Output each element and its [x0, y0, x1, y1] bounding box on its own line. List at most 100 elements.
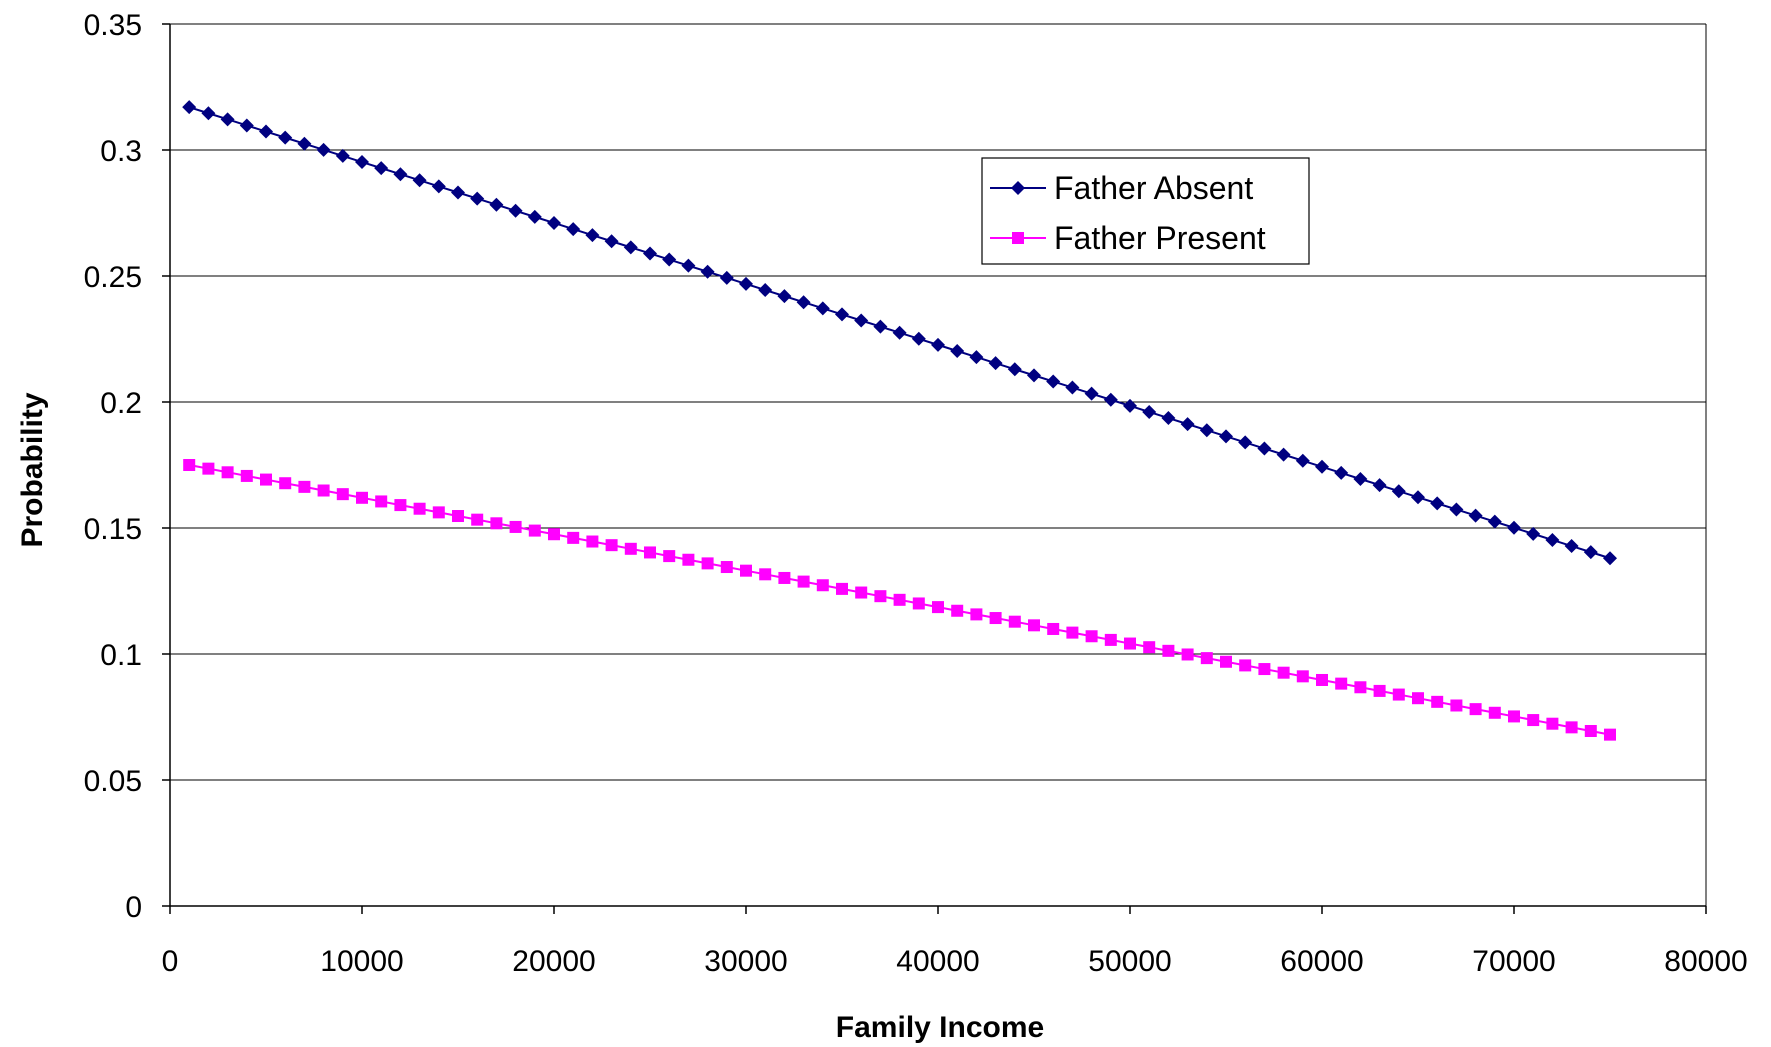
data-point: [201, 106, 216, 121]
data-point: [1564, 539, 1579, 554]
data-point: [893, 593, 906, 606]
data-point: [1007, 362, 1022, 377]
data-point: [1603, 551, 1617, 566]
x-tick-label: 10000: [320, 945, 403, 978]
data-point: [1104, 633, 1117, 646]
data-point: [316, 142, 331, 157]
data-point: [566, 222, 581, 237]
x-tick-label: 60000: [1280, 945, 1363, 978]
data-point: [740, 564, 752, 577]
series-father-present: [183, 459, 1616, 741]
y-tick-label: 0.05: [84, 765, 142, 798]
data-point: [278, 130, 293, 145]
axes: [162, 23, 1707, 914]
y-axis-title: Probability: [16, 392, 49, 547]
data-point: [1277, 666, 1290, 679]
data-point: [393, 167, 408, 182]
data-point: [932, 601, 944, 614]
data-point: [855, 586, 868, 599]
data-point: [356, 491, 368, 504]
data-point: [489, 197, 504, 212]
data-point: [355, 155, 369, 170]
data-point: [1161, 411, 1176, 426]
data-point: [1565, 721, 1578, 734]
y-tick-label: 0: [125, 891, 142, 924]
data-point: [1372, 478, 1387, 493]
data-point: [431, 179, 446, 194]
data-point: [508, 203, 523, 218]
data-point: [1258, 663, 1271, 676]
legend-item: Father Present: [990, 220, 1266, 256]
data-point: [1392, 688, 1405, 701]
data-point: [1545, 532, 1560, 547]
data-point: [970, 608, 983, 621]
x-axis-title: Family Income: [836, 1011, 1044, 1044]
data-point: [547, 215, 561, 230]
data-point: [700, 264, 715, 279]
data-point: [1085, 630, 1098, 643]
data-point: [969, 350, 984, 365]
data-point: [1181, 648, 1194, 661]
data-point: [836, 582, 848, 595]
data-point: [1008, 615, 1021, 628]
data-point: [394, 499, 407, 512]
data-point: [1431, 695, 1444, 708]
data-point: [739, 276, 753, 291]
data-point: [1220, 655, 1232, 668]
data-point: [720, 561, 733, 574]
data-point: [912, 597, 925, 610]
data-point: [989, 612, 1002, 625]
data-point: [1143, 641, 1156, 654]
data-point: [1162, 644, 1175, 657]
data-point: [1450, 699, 1463, 712]
x-tick-labels: 0 10000 20000 30000 40000 50000 60000 70000 8000…: [162, 945, 1748, 978]
data-point: [911, 331, 926, 346]
data-point: [1238, 435, 1253, 450]
data-point: [1276, 447, 1291, 462]
legend-marker: [1012, 232, 1024, 244]
data-point: [605, 539, 618, 552]
data-point: [335, 148, 350, 163]
data-point: [1546, 717, 1559, 730]
data-point: [1295, 453, 1310, 468]
data-point: [1430, 496, 1445, 511]
data-point: [1487, 514, 1502, 529]
data-point: [1199, 423, 1214, 438]
data-point: [701, 557, 714, 570]
data-point: [279, 477, 292, 490]
data-point: [471, 513, 484, 526]
data-point: [1411, 490, 1425, 505]
x-tick-label: 70000: [1472, 945, 1555, 978]
data-point: [624, 542, 637, 555]
data-point: [298, 480, 311, 493]
data-point: [1142, 404, 1157, 419]
data-point: [1028, 619, 1040, 632]
data-point: [432, 506, 445, 519]
data-point: [412, 173, 427, 188]
data-point: [950, 343, 965, 358]
data-point: [759, 568, 772, 581]
data-point: [1508, 710, 1520, 723]
data-point: [951, 604, 964, 617]
data-point: [1334, 465, 1349, 480]
data-point: [662, 252, 677, 267]
data-point: [567, 531, 580, 544]
data-point: [663, 550, 676, 563]
data-point: [1468, 508, 1483, 523]
y-tick-labels: 0 0.05 0.1 0.15 0.2 0.25 0.3 0.35: [84, 9, 142, 924]
data-point: [1296, 670, 1309, 683]
data-point: [527, 209, 542, 224]
data-point: [1526, 526, 1541, 541]
legend-label: Father Absent: [1054, 170, 1253, 206]
data-point: [1391, 484, 1406, 499]
data-point: [1180, 417, 1195, 432]
data-point: [490, 517, 503, 530]
data-point: [1315, 459, 1329, 474]
data-point: [816, 579, 829, 592]
data-point: [1124, 637, 1136, 650]
data-point: [644, 546, 656, 559]
data-point: [451, 185, 465, 200]
x-tick-label: 0: [162, 945, 179, 978]
data-point: [815, 301, 830, 316]
